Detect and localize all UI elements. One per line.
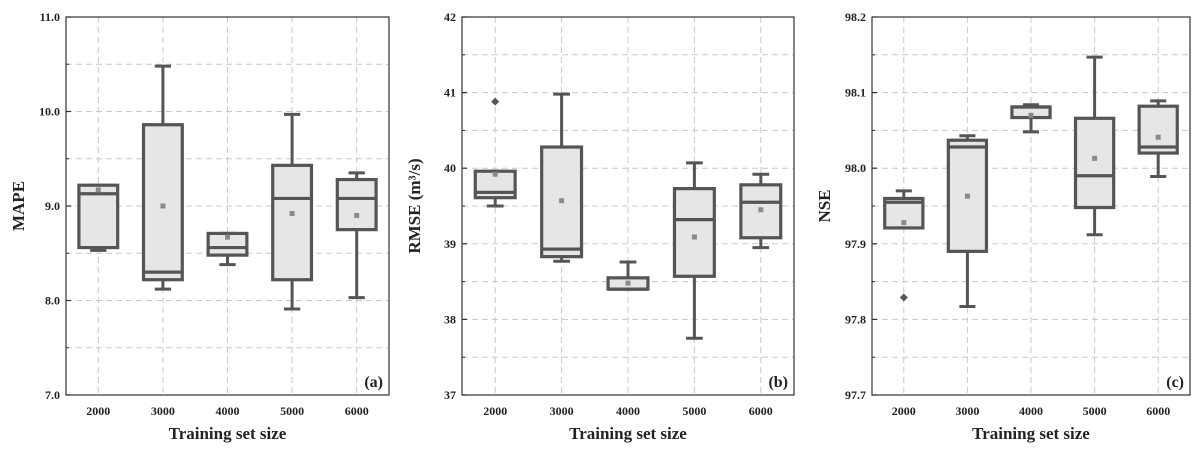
x-tick-label: 6000 bbox=[345, 404, 369, 418]
mean-marker bbox=[758, 207, 764, 213]
box-6000 bbox=[335, 171, 378, 300]
box-5000 bbox=[672, 161, 716, 340]
panel-label: (b) bbox=[768, 374, 788, 391]
y-tick-label: 11.0 bbox=[40, 10, 60, 24]
y-tick-label: 7.0 bbox=[45, 388, 60, 402]
y-tick-label: 39 bbox=[444, 237, 456, 251]
y-tick-label: 97.8 bbox=[845, 312, 866, 326]
mean-marker bbox=[691, 234, 697, 240]
x-tick-label: 6000 bbox=[1146, 404, 1170, 418]
x-tick-label: 4000 bbox=[216, 404, 240, 418]
mean-marker bbox=[964, 193, 970, 199]
mean-marker bbox=[225, 234, 230, 240]
x-tick-label: 2000 bbox=[86, 404, 110, 418]
panel-label: (c) bbox=[1166, 374, 1184, 391]
box-5000 bbox=[1073, 55, 1116, 237]
x-axis-label: Training set size bbox=[169, 424, 287, 443]
y-tick-label: 40 bbox=[444, 161, 456, 175]
mean-marker bbox=[289, 211, 295, 217]
mean-marker bbox=[1092, 155, 1098, 161]
mean-marker bbox=[1155, 134, 1161, 140]
box-4000 bbox=[206, 231, 249, 267]
x-tick-label: 4000 bbox=[616, 404, 640, 418]
mean-marker bbox=[95, 187, 101, 193]
y-tick-label: 10.0 bbox=[39, 105, 60, 119]
y-tick-label: 37 bbox=[444, 388, 456, 402]
x-tick-label: 2000 bbox=[892, 404, 916, 418]
box-iqr bbox=[672, 187, 716, 278]
outlier-point bbox=[491, 97, 500, 106]
outlier-point bbox=[899, 293, 908, 302]
y-tick-label: 9.0 bbox=[45, 199, 60, 213]
box-iqr bbox=[77, 183, 120, 250]
box-iqr bbox=[1073, 116, 1116, 210]
box-iqr bbox=[946, 138, 989, 253]
x-tick-label: 5000 bbox=[1083, 404, 1107, 418]
y-tick-label: 98.0 bbox=[845, 161, 866, 175]
x-tick-label: 2000 bbox=[483, 404, 507, 418]
box-iqr bbox=[271, 163, 314, 282]
panel-label: (a) bbox=[364, 374, 383, 391]
panel-b: 37 38 39 40 41 42 2000 3000 4000 5000 6000 Training… bbox=[405, 10, 795, 443]
mean-marker bbox=[492, 171, 498, 177]
x-tick-label: 6000 bbox=[749, 404, 773, 418]
x-tick-label: 3000 bbox=[955, 404, 979, 418]
x-tick-label: 4000 bbox=[1019, 404, 1043, 418]
box-2000 bbox=[883, 189, 925, 302]
box-2000 bbox=[473, 97, 517, 208]
box-4000 bbox=[606, 260, 650, 291]
y-tick-label: 97.7 bbox=[845, 388, 866, 402]
y-tick-label: 98.2 bbox=[845, 10, 866, 24]
box-iqr bbox=[1137, 104, 1179, 155]
box-5000 bbox=[271, 112, 314, 311]
y-axis-label: RMSE (m³/s) bbox=[405, 158, 424, 253]
box-iqr bbox=[141, 123, 184, 282]
box-3000 bbox=[141, 64, 184, 291]
box-iqr bbox=[335, 177, 378, 232]
y-axis-label: NSE bbox=[815, 189, 834, 222]
y-tick-label: 38 bbox=[444, 312, 456, 326]
mean-marker bbox=[354, 212, 360, 218]
y-tick-label: 8.0 bbox=[45, 294, 60, 308]
x-tick-label: 3000 bbox=[550, 404, 574, 418]
box-6000 bbox=[1137, 99, 1179, 179]
box-3000 bbox=[946, 134, 989, 309]
mean-marker bbox=[1028, 112, 1034, 118]
mean-marker bbox=[160, 203, 166, 209]
box-3000 bbox=[540, 92, 584, 263]
panel-a: 7.0 8.0 9.0 10.0 11.0 2000 3000 4000 5000 6000 Tra… bbox=[9, 10, 390, 443]
x-tick-label: 5000 bbox=[280, 404, 304, 418]
mean-marker bbox=[625, 280, 631, 286]
box-iqr bbox=[206, 231, 249, 257]
box-2000 bbox=[77, 183, 120, 252]
y-tick-label: 98.1 bbox=[845, 86, 866, 100]
y-tick-label: 97.9 bbox=[845, 237, 866, 251]
x-tick-label: 3000 bbox=[151, 404, 175, 418]
mean-marker bbox=[559, 198, 565, 204]
x-axis-label: Training set size bbox=[972, 424, 1090, 443]
mean-marker bbox=[901, 220, 907, 226]
x-tick-label: 5000 bbox=[682, 404, 706, 418]
box-6000 bbox=[739, 172, 783, 250]
x-axis-label: Training set size bbox=[569, 424, 687, 443]
y-tick-label: 41 bbox=[444, 86, 456, 100]
y-tick-label: 42 bbox=[444, 10, 456, 24]
box-4000 bbox=[1010, 103, 1052, 134]
panel-c: 97.7 97.8 97.9 98.0 98.1 98.2 2000 3000 4000 5000… bbox=[815, 10, 1191, 443]
y-axis-label: MAPE bbox=[9, 181, 28, 231]
